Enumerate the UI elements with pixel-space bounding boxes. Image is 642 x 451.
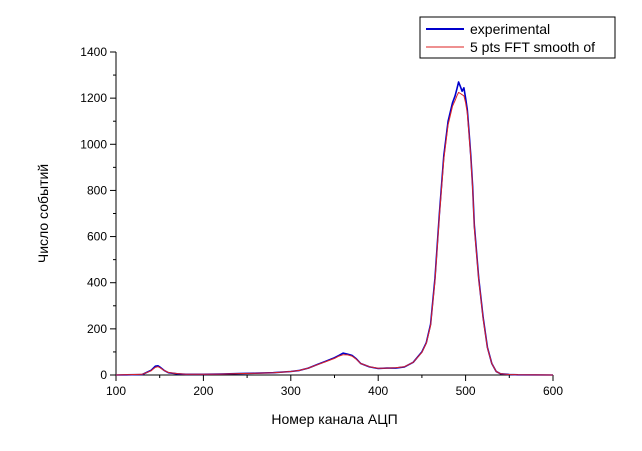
x-tick-label: 600 (543, 384, 563, 398)
legend-entry-experimental: experimental (470, 21, 550, 37)
x-tick-label: 300 (281, 384, 301, 398)
ticks: 100 200 300 400 500 600 0 200 400 600 800 1000 1200 1… (80, 45, 563, 398)
y-tick-label: 1000 (80, 137, 107, 151)
x-tick-label: 100 (106, 384, 126, 398)
series-layer (115, 81, 554, 376)
x-tick-label: 400 (368, 384, 388, 398)
axes (115, 52, 553, 376)
y-axis-label: Число событий (35, 164, 51, 263)
series-line-smooth (115, 91, 554, 376)
y-tick-label: 0 (100, 368, 107, 382)
y-tick-label: 200 (87, 322, 107, 336)
x-tick-label: 500 (456, 384, 476, 398)
legend-box (419, 16, 616, 59)
y-tick-label: 1200 (80, 91, 107, 105)
y-tick-label: 800 (87, 183, 107, 197)
legend-entry-smooth: 5 pts FFT smooth of (470, 39, 595, 55)
series-line-experimental (115, 81, 554, 376)
y-tick-label: 400 (87, 276, 107, 290)
y-tick-label: 600 (87, 230, 107, 244)
y-tick-label: 1400 (80, 45, 107, 59)
x-tick-label: 200 (193, 384, 213, 398)
legend: experimental 5 pts FFT smooth of (419, 16, 616, 59)
x-axis-label: Номер канала АЦП (271, 411, 397, 427)
